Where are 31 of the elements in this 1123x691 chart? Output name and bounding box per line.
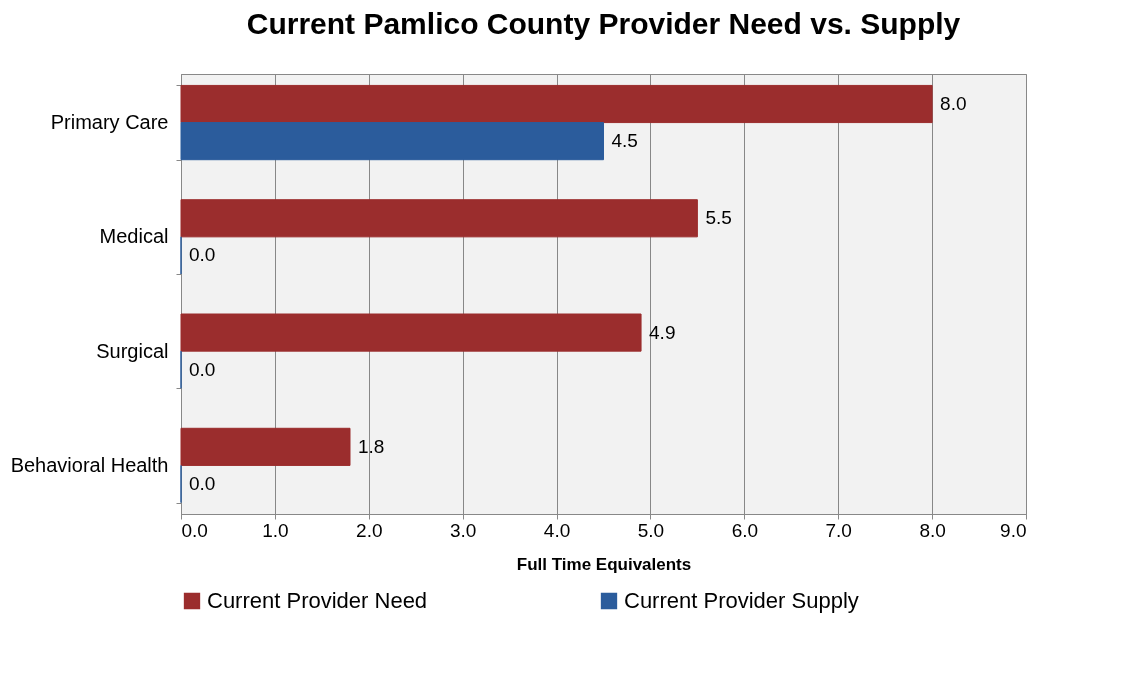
x-tick-label: 4.0: [543, 519, 571, 541]
data-label: 1.8: [358, 435, 385, 457]
bar: [180, 84, 933, 124]
data-label: 8.0: [940, 93, 967, 114]
x-tick-label: 0.0: [181, 519, 208, 541]
data-label: 5.5: [705, 207, 732, 229]
data-label: 0.0: [189, 473, 216, 494]
y-tick-label: Primary Care: [50, 111, 169, 134]
bar: [180, 199, 698, 238]
y-tick-label: Medical: [99, 225, 169, 248]
legend-label: Current Provider Need: [207, 588, 428, 613]
x-tick-label: 8.0: [919, 519, 946, 541]
data-label: 4.5: [611, 130, 638, 152]
data-label: 0.0: [189, 358, 216, 380]
y-tick-label: Surgical: [96, 339, 169, 362]
x-tick-label: 6.0: [731, 519, 759, 541]
x-tick-label: 2.0: [356, 519, 383, 541]
data-label: 0.0: [189, 244, 216, 266]
bar: [180, 427, 351, 466]
x-tick-label: 5.0: [637, 519, 665, 541]
data-label: 4.9: [649, 321, 676, 343]
x-tick-label: 1.0: [262, 519, 289, 541]
legend-label: Current Provider Supply: [624, 588, 859, 613]
bar: [180, 122, 604, 161]
chart-title: Current Pamlico County Provider Need vs. Supply: [246, 7, 961, 40]
x-tick-label: 7.0: [825, 519, 852, 541]
x-tick-label: 3.0: [449, 519, 477, 541]
x-axis-title: Full Time Equivalents: [516, 554, 692, 574]
x-tick-label: 9.0: [1000, 519, 1027, 541]
y-tick-label: Behavioral Health: [10, 453, 169, 476]
bar: [180, 313, 642, 352]
